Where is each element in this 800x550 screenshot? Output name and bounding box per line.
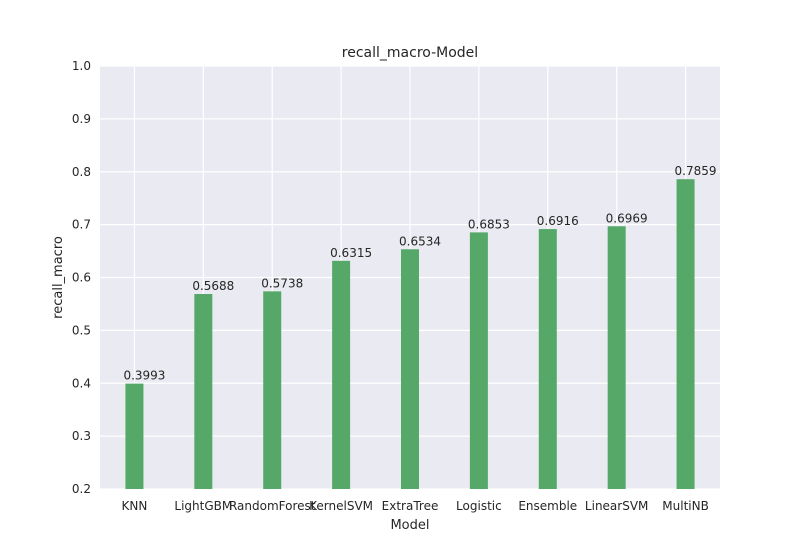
bar [194, 293, 213, 489]
y-axis-ticks: 0.2 0.3 0.4 0.5 0.6 0.7 0.8 0.9 1.0 [72, 59, 91, 496]
chart-title: recall_macro-Model [342, 45, 478, 61]
x-tick-label: RandomForest [229, 499, 316, 513]
x-tick-label: KNN [122, 499, 148, 513]
y-tick-label: 0.2 [72, 482, 91, 496]
x-tick-label: Ensemble [518, 499, 577, 513]
bar [332, 260, 351, 489]
y-tick-label: 1.0 [72, 59, 91, 73]
bar-value-label: 0.6969 [606, 211, 648, 225]
bar-value-label: 0.6916 [537, 214, 579, 228]
bar-value-label: 0.7859 [675, 164, 717, 178]
bar-value-label: 0.3993 [123, 369, 165, 383]
bars [125, 179, 695, 489]
y-tick-label: 0.8 [72, 165, 91, 179]
x-tick-label: LightGBM [174, 499, 232, 513]
data-labels: 0.3993 0.5688 0.5738 0.6315 0.6534 0.6853 0.69… [123, 164, 716, 382]
x-tick-label: Logistic [456, 499, 502, 513]
bar [401, 249, 419, 489]
x-axis-label: Model [390, 518, 429, 533]
bar-value-label: 0.6315 [330, 246, 372, 260]
y-axis-label: recall_macro [51, 236, 66, 319]
y-tick-label: 0.9 [72, 112, 91, 126]
bar [676, 179, 695, 489]
bar [263, 291, 282, 489]
y-tick-label: 0.3 [72, 429, 91, 443]
y-tick-label: 0.6 [72, 271, 91, 285]
bar [538, 229, 557, 489]
bar-value-label: 0.5688 [192, 279, 234, 293]
x-tick-label: KernelSVM [309, 499, 373, 513]
x-tick-label: MultiNB [662, 499, 709, 513]
y-tick-label: 0.5 [72, 323, 91, 337]
bar [469, 232, 488, 489]
bar-value-label: 0.5738 [261, 276, 303, 290]
x-tick-label: LinearSVM [585, 499, 648, 513]
bar [607, 226, 626, 489]
x-tick-label: ExtraTree [382, 499, 439, 513]
bar-value-label: 0.6853 [468, 217, 510, 231]
y-tick-label: 0.4 [72, 376, 91, 390]
bar-value-label: 0.6534 [399, 234, 441, 248]
y-tick-label: 0.7 [72, 218, 91, 232]
bar [125, 383, 144, 489]
